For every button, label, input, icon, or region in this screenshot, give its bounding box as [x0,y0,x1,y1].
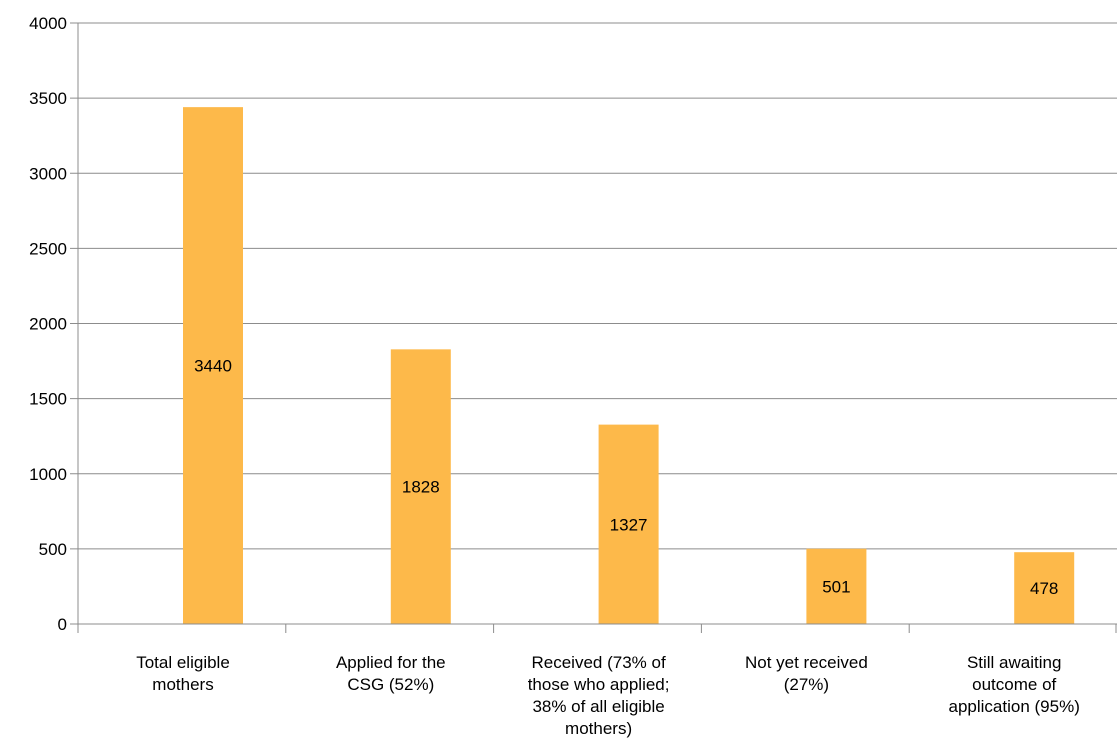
y-tick-label: 2000 [29,315,67,334]
axes [70,22,1117,633]
y-tick-label: 500 [39,540,67,559]
category-label: Received (73% of [532,653,666,672]
category-label: application (95%) [949,697,1080,716]
y-tick-label: 3500 [29,89,67,108]
y-tick-label: 4000 [29,14,67,33]
category-label: mothers) [565,719,632,738]
category-label: Total eligible [136,653,230,672]
category-label: those who applied; [528,675,670,694]
labels: 0 500 1000 1500 2000 2500 3000 3500 4000 3440 Tota… [29,14,1080,738]
category-label: Still awaiting [967,653,1062,672]
bars [183,107,1075,624]
bar [1014,552,1075,624]
y-tick-label: 0 [58,615,67,634]
y-tick-label: 1500 [29,390,67,409]
data-label: 1327 [610,515,648,534]
bar [598,424,659,624]
category-label: Not yet received [745,653,868,672]
category-label: 38% of all eligible [532,697,664,716]
category-label: mothers [152,675,213,694]
y-tick-label: 1000 [29,465,67,484]
data-label: 501 [822,577,850,596]
bar [806,548,867,624]
category-label: (27%) [784,675,829,694]
category-label: outcome of [972,675,1056,694]
y-tick-label: 2500 [29,239,67,258]
data-label: 478 [1030,579,1058,598]
bar [390,349,451,624]
data-label: 3440 [194,357,232,376]
y-tick-label: 3000 [29,164,67,183]
data-label: 1828 [402,478,440,497]
category-label: CSG (52%) [347,675,434,694]
gridlines [78,22,1117,625]
bar [183,107,243,624]
category-label: Applied for the [336,653,446,672]
